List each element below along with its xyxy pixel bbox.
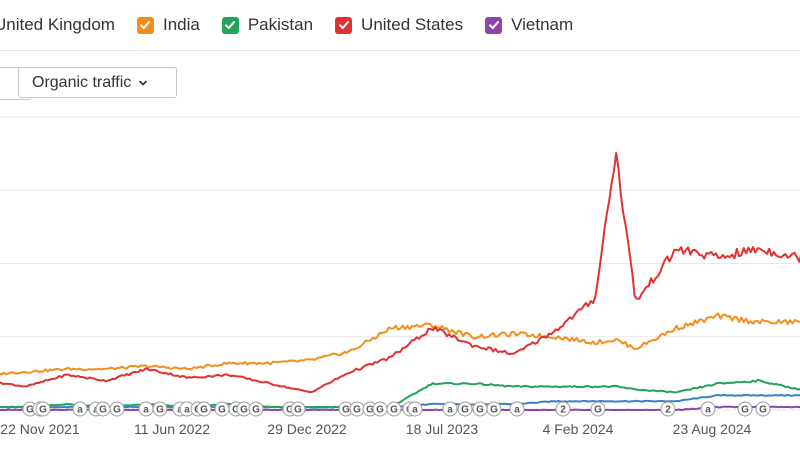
event-marker-label: G [759, 405, 767, 416]
event-marker-label: G [342, 405, 350, 416]
event-marker-label: a [77, 405, 83, 416]
event-marker [248, 401, 264, 417]
legend-label: United Kingdom [0, 15, 115, 34]
event-marker-label: G [490, 405, 498, 416]
event-marker [590, 401, 606, 417]
event-marker [72, 401, 88, 417]
event-marker-label: a [143, 405, 149, 416]
legend-label: India [162, 15, 200, 34]
event-marker-label: a [514, 405, 520, 416]
chevron-down-icon [139, 80, 148, 85]
series-line-united-kingdom [0, 393, 800, 409]
x-tick-label: 18 Jul 2023 [406, 421, 479, 437]
checkbox-icon[interactable] [335, 16, 353, 34]
event-marker-label: G [376, 405, 384, 416]
event-marker-label: a [447, 405, 453, 416]
event-marker-label: G [594, 405, 602, 416]
event-marker-label: G [232, 405, 240, 416]
x-tick-label: 22 Nov 2021 [0, 421, 80, 437]
x-tick-label: 4 Feb 2024 [543, 421, 614, 437]
checkbox-icon[interactable] [136, 16, 154, 34]
legend-item-vietnam[interactable]: Vietnam [485, 15, 573, 35]
event-marker-label: G [240, 405, 248, 416]
event-marker [486, 401, 502, 417]
event-marker-label: a [412, 405, 418, 416]
event-marker [152, 401, 168, 417]
legend-item-pakistan[interactable]: Pakistan [221, 15, 314, 35]
event-marker-label: a [184, 405, 190, 416]
event-marker-label: G [286, 405, 294, 416]
event-marker-label: a [705, 405, 711, 416]
event-marker-label: G [252, 405, 260, 416]
event-marker-label: G [476, 405, 484, 416]
header-divider [0, 50, 800, 51]
x-tick-label: 23 Aug 2024 [673, 421, 752, 437]
event-marker [407, 401, 423, 417]
event-marker-label: G [294, 405, 302, 416]
event-marker [35, 401, 51, 417]
event-marker-label: G [26, 405, 34, 416]
event-marker-label: G [218, 405, 226, 416]
series-line-india [0, 312, 800, 376]
legend-label: Vietnam [511, 15, 574, 34]
event-marker-label: G [390, 405, 398, 416]
legend-label: Pakistan [247, 15, 314, 34]
x-tick-label: 11 Jun 2022 [134, 421, 210, 437]
x-tick-label: 29 Dec 2022 [267, 421, 347, 437]
event-marker-label: 2 [665, 405, 671, 416]
event-marker [109, 401, 125, 417]
legend-item-india[interactable]: India [136, 15, 200, 35]
event-marker [755, 401, 771, 417]
event-marker [196, 401, 212, 417]
event-marker [457, 401, 473, 417]
event-marker-label: G [366, 405, 374, 416]
event-marker-label: G [461, 405, 469, 416]
event-marker [290, 401, 306, 417]
legend-label: United States [361, 15, 464, 34]
event-marker [555, 401, 571, 417]
event-marker [386, 401, 402, 417]
legend-item-united-kingdom[interactable]: United Kingdom [0, 15, 115, 35]
event-marker [700, 401, 716, 417]
event-marker-label: G [99, 405, 107, 416]
series-line-pakistan [0, 378, 800, 409]
event-marker-label: 2 [560, 405, 566, 416]
event-marker-label: G [741, 405, 749, 416]
event-marker [442, 401, 458, 417]
event-marker [509, 401, 525, 417]
legend: United Kingdom India Pakistan United States… [0, 12, 595, 38]
event-marker [660, 401, 676, 417]
series-line-united-states [0, 152, 800, 394]
checkbox-icon[interactable] [485, 16, 503, 34]
legend-item-united-states[interactable]: United States [335, 15, 463, 35]
metric-select-label: Organic traffic [32, 73, 132, 91]
checkbox-icon[interactable] [221, 16, 239, 34]
event-marker-label: G [113, 405, 121, 416]
event-marker-label: G [39, 405, 47, 416]
event-marker [737, 401, 753, 417]
metric-select[interactable]: Organic traffic [18, 67, 177, 98]
event-marker-label: G [353, 405, 361, 416]
event-marker-label: G [200, 405, 208, 416]
event-marker-label: G [156, 405, 164, 416]
